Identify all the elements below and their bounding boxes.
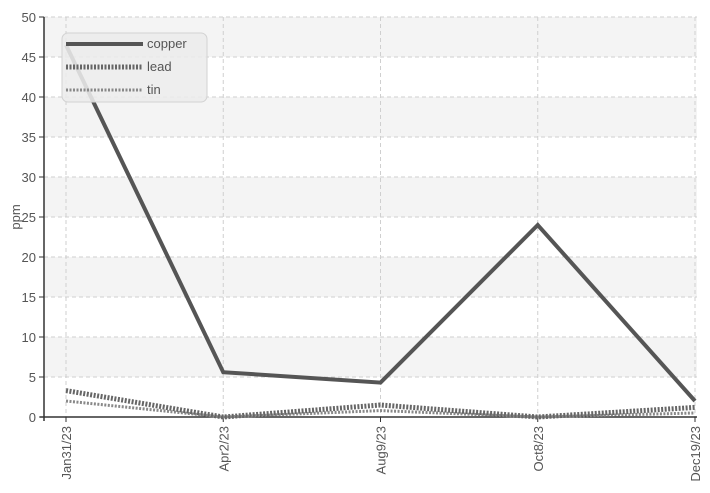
plot-band [44, 297, 697, 337]
x-tick-label: Dec19/23 [688, 426, 703, 482]
y-tick-label: 40 [22, 90, 36, 105]
y-tick-label: 25 [22, 210, 36, 225]
legend-label-tin: tin [147, 82, 161, 97]
x-tick-label: Jan31/23 [59, 426, 74, 480]
y-tick-label: 50 [22, 10, 36, 25]
plot-band [44, 97, 697, 137]
y-tick-label: 35 [22, 130, 36, 145]
legend[interactable]: copper lead tin [61, 32, 208, 103]
series-line-tin [65, 399, 696, 419]
x-tick-label: Oct8/23 [531, 426, 546, 472]
x-tick-labels: Jan31/23 Apr2/23 Aug9/23 Oct8/23 Dec19/23 [59, 426, 703, 482]
series-lines [64, 44, 697, 420]
x-tick-label: Aug9/23 [374, 426, 389, 474]
y-tick-label: 15 [22, 290, 36, 305]
y-tick-label: 20 [22, 250, 36, 265]
series-line-copper [64, 44, 697, 403]
y-axis-title: ppm [8, 204, 23, 229]
y-tick-label: 45 [22, 50, 36, 65]
series-line-lead [65, 388, 696, 420]
plot-band [44, 257, 697, 297]
legend-label-copper: copper [147, 36, 187, 51]
y-tick-label: 10 [22, 330, 36, 345]
y-tick-label: 0 [29, 410, 36, 425]
x-tick-label: Apr2/23 [216, 426, 231, 472]
y-tick-label: 5 [29, 370, 36, 385]
plot-band [44, 337, 697, 377]
plot-band [44, 217, 697, 257]
y-tick-labels: 0 5 10 15 20 25 30 35 40 45 50 [22, 10, 36, 425]
legend-label-lead: lead [147, 59, 172, 74]
plot-band [44, 177, 697, 217]
plot-band [44, 137, 697, 177]
y-tick-label: 30 [22, 170, 36, 185]
